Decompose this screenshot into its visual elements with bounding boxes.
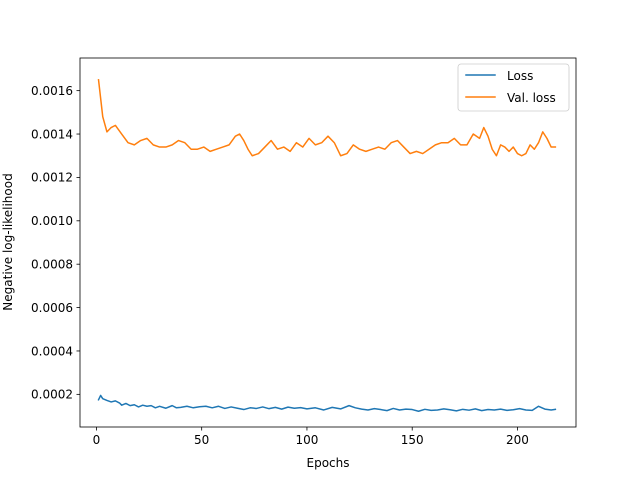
x-tick-label: 100 [295, 433, 318, 447]
y-tick-label: 0.0016 [31, 84, 73, 98]
y-tick-label: 0.0012 [31, 171, 73, 185]
x-tick-label: 200 [506, 433, 529, 447]
series-layer [97, 78, 557, 413]
y-tick-label: 0.0002 [31, 388, 73, 402]
x-axis: 0 50 100 150 200 [93, 427, 529, 447]
series-line-loss [97, 394, 557, 413]
y-axis-label: Negative log-likelihood [1, 173, 15, 310]
legend-label-loss: Loss [507, 69, 533, 83]
y-tick-label: 0.0014 [31, 127, 73, 141]
y-axis: 0.0002 0.0004 0.0006 0.0008 0.0010 0.0012 0.00… [31, 84, 80, 402]
y-tick-label: 0.0008 [31, 257, 73, 271]
x-axis-label: Epochs [307, 456, 350, 470]
series-line-val-loss [97, 78, 557, 157]
legend: Loss Val. loss [457, 63, 570, 112]
y-tick-label: 0.0006 [31, 301, 73, 315]
x-tick-label: 0 [93, 433, 101, 447]
x-tick-label: 150 [401, 433, 424, 447]
y-tick-label: 0.0010 [31, 214, 73, 228]
axes-frame [79, 57, 577, 428]
legend-label-val-loss: Val. loss [507, 91, 556, 105]
y-tick-label: 0.0004 [31, 344, 73, 358]
x-tick-label: 50 [194, 433, 209, 447]
